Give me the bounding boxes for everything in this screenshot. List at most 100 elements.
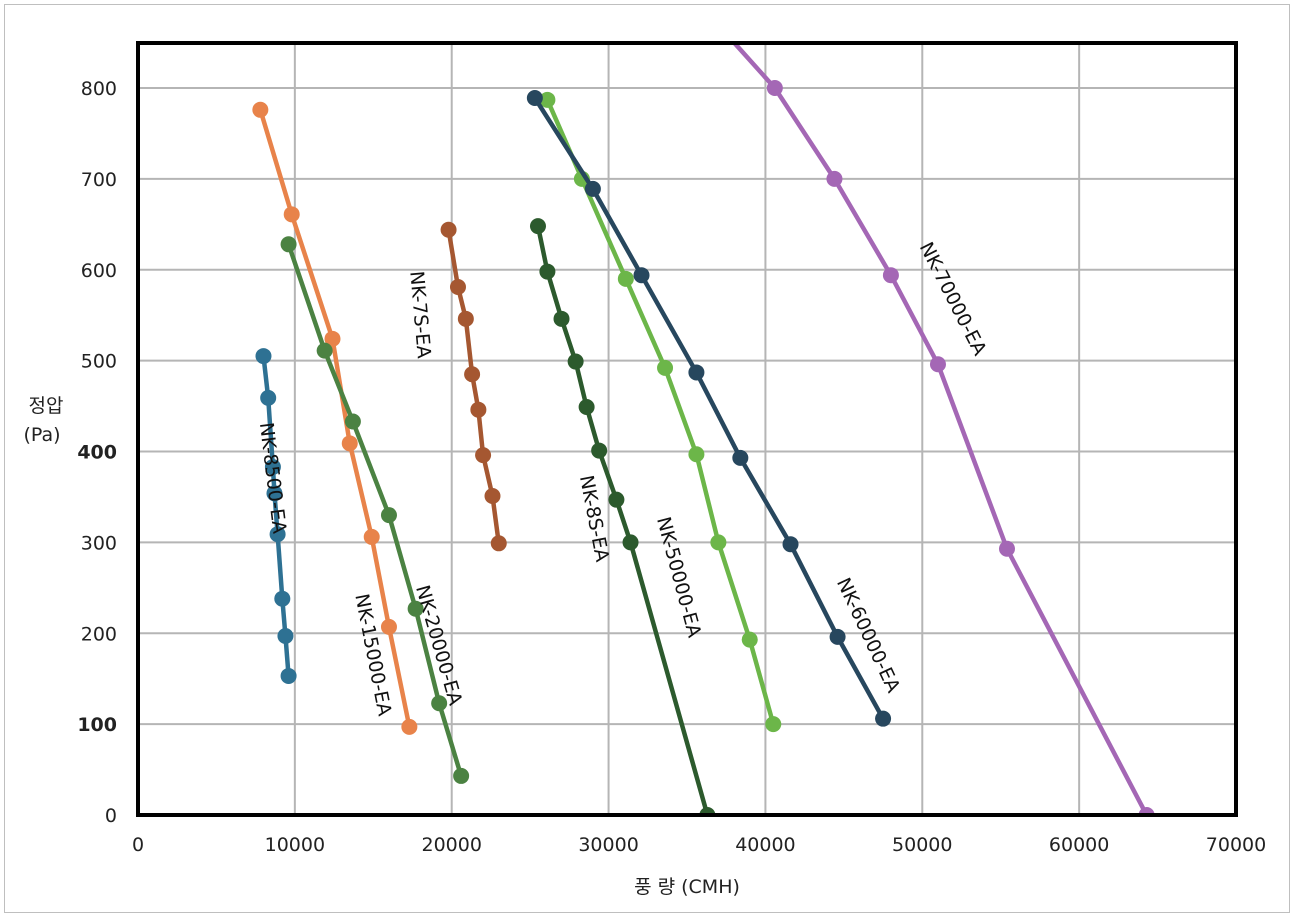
series-nk-70000-ea [731, 43, 1155, 815]
data-point [264, 458, 281, 475]
series-labels: NK-8500-EA NK-15000-EA NK-20000-EA NK-7S-EA… [255, 239, 991, 718]
chart-frame [4, 4, 1290, 913]
series-line [532, 95, 886, 721]
series-nk-8500-ea [255, 348, 297, 684]
series-label: NK-50000-EA [652, 515, 705, 640]
data-point [470, 401, 487, 418]
y-tick-label: 400 [77, 442, 117, 464]
data-point [407, 600, 424, 617]
data-point [929, 356, 946, 373]
data-point [732, 449, 749, 466]
data-point [622, 534, 639, 551]
data-point [255, 348, 272, 365]
data-point [766, 80, 783, 96]
series-label: NK-20000-EA [411, 583, 466, 708]
y-axis-title-line2: (Pa) [23, 424, 60, 446]
data-point [380, 507, 397, 524]
x-tick-label: 50000 [892, 834, 952, 856]
y-tick-label: 700 [81, 169, 117, 191]
data-point [274, 590, 291, 607]
y-tick-label: 200 [81, 623, 117, 645]
data-point [316, 342, 333, 359]
data-point [341, 435, 358, 452]
data-point [882, 267, 899, 284]
series-nk-7s-ea [440, 221, 507, 552]
x-tick-label: 40000 [735, 834, 795, 856]
y-tick-label: 800 [81, 78, 117, 100]
data-point [591, 442, 608, 459]
data-point [875, 710, 892, 727]
data-point [280, 667, 297, 684]
data-point [710, 534, 727, 551]
series-nk-8s-ea [529, 218, 716, 815]
data-point [998, 540, 1015, 557]
data-point [431, 695, 448, 712]
data-point [283, 206, 300, 223]
data-point [453, 767, 470, 784]
data-point [260, 389, 277, 406]
x-tick-label: 0 [132, 834, 144, 856]
data-point [266, 485, 283, 502]
data-point [829, 628, 846, 645]
series-label: NK-8S-EA [575, 473, 613, 563]
series-line [731, 43, 1149, 815]
series-label: NK-15000-EA [350, 592, 395, 718]
data-point [539, 263, 556, 280]
series-nk-60000-ea [526, 89, 892, 727]
y-tick-label: 600 [81, 260, 117, 282]
data-point [741, 631, 758, 648]
series-nk-15000-ea [252, 101, 418, 735]
data-point [269, 526, 286, 543]
data-point [380, 618, 397, 635]
series-label: NK-7S-EA [405, 270, 435, 359]
x-axis-ticks: 0 10000 20000 30000 40000 50000 60000 70000 [132, 834, 1266, 856]
data-point [252, 101, 269, 118]
x-tick-label: 70000 [1206, 834, 1266, 856]
data-point [363, 528, 380, 545]
y-tick-label: 100 [77, 714, 117, 736]
y-axis-title-line1: 정압 [29, 395, 64, 417]
data-point [464, 366, 481, 383]
x-tick-label: 30000 [578, 834, 638, 856]
data-point [490, 535, 507, 552]
x-axis-title: 풍 량 (CMH) [634, 876, 740, 898]
plot-border [136, 41, 1238, 817]
data-point [440, 221, 457, 238]
data-point [688, 364, 705, 381]
series-layer [252, 43, 1155, 815]
series-nk-50000-ea [539, 91, 782, 733]
data-point [449, 279, 466, 296]
data-point [782, 536, 799, 553]
x-tick-label: 20000 [421, 834, 481, 856]
data-point [578, 398, 595, 415]
y-tick-label: 300 [81, 532, 117, 554]
data-point [401, 718, 418, 735]
data-point [688, 446, 705, 463]
data-point [324, 330, 341, 347]
data-point [826, 170, 843, 187]
data-point [475, 447, 492, 464]
y-tick-label: 500 [81, 351, 117, 373]
data-point [617, 270, 634, 287]
data-point [584, 180, 601, 197]
x-tick-label: 60000 [1049, 834, 1109, 856]
data-point [344, 413, 361, 430]
y-tick-label: 0 [105, 805, 117, 827]
series-label: NK-8500-EA [255, 421, 290, 535]
data-point [526, 89, 543, 106]
data-point [553, 310, 570, 327]
data-point [633, 267, 650, 284]
data-point [657, 359, 674, 376]
data-point [765, 716, 782, 733]
data-point [280, 236, 297, 253]
data-point [277, 627, 294, 644]
data-point [484, 488, 501, 505]
data-point [608, 491, 625, 508]
data-point [539, 91, 556, 108]
data-point [457, 310, 474, 327]
data-point [529, 218, 546, 235]
y-axis-ticks: 0 100 200 300 400 500 600 700 800 [77, 78, 117, 827]
data-point [567, 353, 584, 370]
series-nk-20000-ea [280, 236, 470, 784]
